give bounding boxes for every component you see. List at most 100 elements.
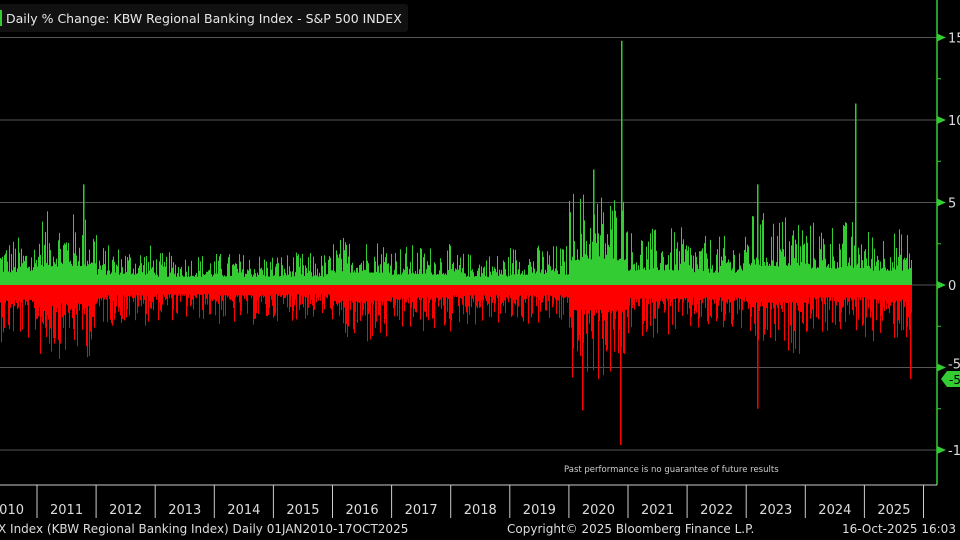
bar-negative [625, 285, 626, 310]
bar-negative [466, 285, 467, 313]
bar-positive [544, 274, 545, 285]
bar-negative [332, 285, 333, 320]
bar-negative [505, 285, 506, 314]
bar-negative [308, 285, 309, 308]
bar-positive [900, 254, 901, 285]
bar-positive [796, 244, 797, 285]
bar-positive [353, 272, 354, 285]
bar-negative [448, 285, 449, 300]
bar-negative [536, 285, 537, 307]
bar-positive [45, 231, 46, 285]
bar-positive [515, 249, 516, 285]
bar-negative [534, 285, 535, 297]
bar-positive [692, 268, 693, 285]
bar-negative [789, 285, 790, 303]
bar-positive [431, 272, 432, 285]
bar-positive [829, 267, 830, 285]
bar-negative [142, 285, 143, 296]
bar-positive [151, 268, 152, 285]
bar-negative [516, 285, 517, 300]
bar-positive [569, 200, 570, 285]
bar-negative [341, 285, 342, 311]
bar-positive [634, 263, 635, 285]
bar-positive [368, 263, 369, 285]
bar-negative [236, 285, 237, 296]
bar-positive [611, 229, 612, 285]
bar-negative [129, 285, 130, 316]
bar-positive [177, 273, 178, 285]
bar-positive [315, 263, 316, 285]
bar-negative [138, 285, 139, 307]
bar-positive [748, 246, 749, 285]
bar-negative [472, 285, 473, 299]
x-tick-label: 2022 [700, 503, 733, 518]
bar-negative [661, 285, 662, 299]
bar-negative [330, 285, 331, 309]
bar-negative [686, 285, 687, 299]
bar-positive [597, 203, 598, 285]
bar-negative [896, 285, 897, 301]
bar-positive [800, 246, 801, 285]
bar-positive [339, 253, 340, 285]
bar-positive [663, 256, 664, 285]
bar-negative [754, 285, 755, 324]
bar-negative [185, 285, 186, 295]
bar-positive [187, 276, 188, 285]
bar-negative [861, 285, 862, 298]
bar-positive [909, 253, 910, 285]
bar-negative [886, 285, 887, 310]
bar-negative [714, 285, 715, 304]
bar-positive [392, 274, 393, 285]
bar-positive [416, 273, 417, 285]
bar-positive [620, 258, 621, 285]
bar-positive [72, 265, 73, 285]
bar-positive [142, 272, 143, 285]
bar-positive [178, 267, 179, 285]
bar-negative [219, 285, 220, 324]
bar-positive [25, 256, 26, 285]
bar-positive [442, 273, 443, 285]
bar-positive [293, 257, 294, 285]
bar-positive [47, 211, 48, 285]
bar-positive [357, 267, 358, 285]
bar-negative [154, 285, 155, 297]
bar-negative [877, 285, 878, 301]
bar-positive [807, 242, 808, 285]
bar-negative [247, 285, 248, 314]
bar-positive [767, 261, 768, 285]
bar-negative [697, 285, 698, 305]
bar-negative [169, 285, 170, 298]
bar-negative [410, 285, 411, 327]
bar-positive [788, 263, 789, 285]
bar-negative [814, 285, 815, 298]
bar-negative [297, 285, 298, 295]
bar-negative [558, 285, 559, 301]
bar-negative [58, 285, 59, 341]
bar-positive [811, 268, 812, 285]
bar-positive [69, 261, 70, 285]
bar-positive [165, 266, 166, 285]
bar-negative [294, 285, 295, 306]
bar-positive [13, 241, 14, 285]
bar-negative [688, 285, 689, 303]
bar-negative [590, 285, 591, 311]
bar-negative [650, 285, 651, 326]
bar-negative [868, 285, 869, 309]
bar-positive [118, 249, 119, 285]
bar-negative [265, 285, 266, 305]
y-tick-arrow [937, 281, 946, 289]
bar-positive [766, 257, 767, 285]
bar-positive [281, 257, 282, 285]
bar-positive [378, 265, 379, 285]
bar-positive [838, 267, 839, 285]
bar-positive [60, 248, 61, 285]
bar-positive [639, 269, 640, 285]
bar-negative [725, 285, 726, 315]
bar-positive [538, 245, 539, 285]
bar-positive [237, 268, 238, 285]
bar-negative [398, 285, 399, 301]
bar-positive [193, 275, 194, 285]
bar-negative [143, 285, 144, 304]
bar-negative [106, 285, 107, 300]
bar-negative [164, 285, 165, 297]
